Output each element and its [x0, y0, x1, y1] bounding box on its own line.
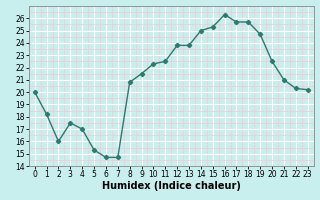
X-axis label: Humidex (Indice chaleur): Humidex (Indice chaleur) — [102, 181, 241, 191]
